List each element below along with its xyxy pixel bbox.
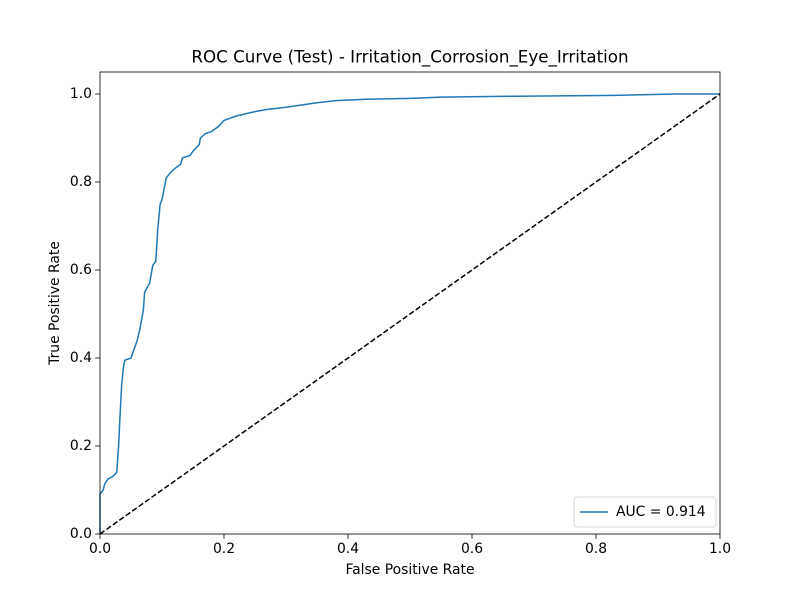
reference-line xyxy=(99,93,721,535)
y-axis-label: True Positive Rate xyxy=(47,241,63,366)
plot-frame xyxy=(99,71,721,535)
x-tick-label: 0.0 xyxy=(89,541,111,557)
x-tick-label: 0.4 xyxy=(337,541,359,557)
x-tick-label: 0.2 xyxy=(213,541,235,557)
chart-title: ROC Curve (Test) - Irritation_Corrosion_… xyxy=(191,47,628,68)
legend-box xyxy=(573,496,717,528)
y-tick-label: 0.4 xyxy=(70,350,92,366)
roc-curve xyxy=(99,93,720,534)
legend-label: AUC = 0.914 xyxy=(616,504,706,520)
x-tick-label: 0.8 xyxy=(585,541,607,557)
y-tick-label: 0.0 xyxy=(70,526,92,542)
y-tick-label: 0.8 xyxy=(70,174,92,190)
x-tick-label: 0.6 xyxy=(461,541,483,557)
y-tick-label: 0.2 xyxy=(70,438,92,454)
x-axis-label: False Positive Rate xyxy=(345,562,474,578)
x-tick-label: 1.0 xyxy=(709,541,731,557)
y-tick-label: 1.0 xyxy=(70,86,92,102)
y-tick-label: 0.6 xyxy=(70,262,92,278)
